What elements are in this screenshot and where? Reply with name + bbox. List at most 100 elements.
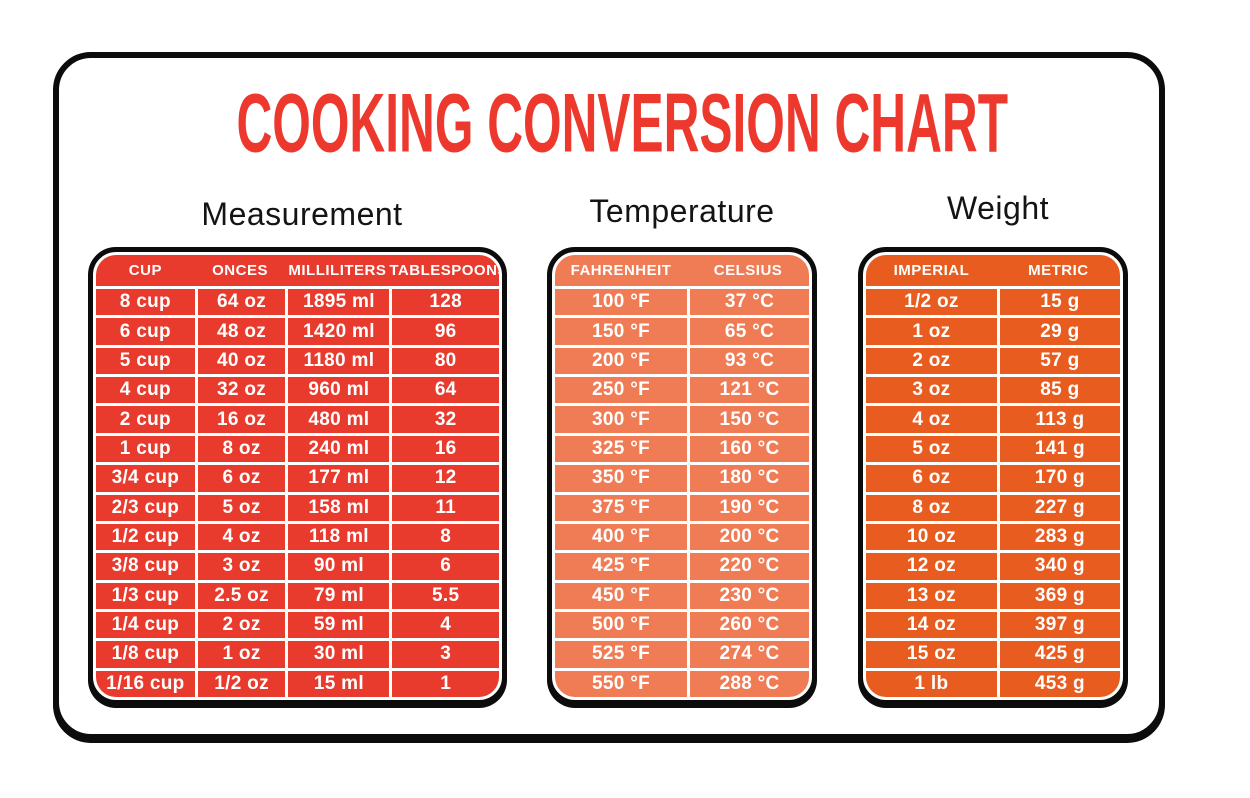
table-cell: 79 ml <box>285 582 389 609</box>
table-row: 525 °F 274 °C <box>555 638 809 668</box>
table-cell: 8 oz <box>194 435 286 463</box>
table-cell: 121 °C <box>687 377 809 404</box>
table-cell: 64 <box>389 377 499 404</box>
weight-table: IMPERIAL METRIC 1/2 oz 15 g 1 oz 29 g 2 oz 57 … <box>858 247 1128 705</box>
table-cell: 65 °C <box>687 318 809 345</box>
table-row: 10 oz 283 g <box>866 520 1120 551</box>
table-cell: 170 g <box>996 465 1120 492</box>
table-row: 2/3 cup 5 oz 158 ml 11 <box>96 491 499 521</box>
table-cell: 16 <box>389 435 499 463</box>
section-heading-temperature: Temperature <box>589 193 775 229</box>
table-cell: 128 <box>389 289 499 316</box>
table-row: 4 oz 113 g <box>866 403 1120 433</box>
table-row: 3 oz 85 g <box>866 374 1120 404</box>
table-cell: 1/2 cup <box>111 526 180 548</box>
table-cell: 29 g <box>996 318 1120 345</box>
table-row: 12 oz 340 g <box>866 550 1120 580</box>
table-row: 1/3 cup 2.5 oz 79 ml 5.5 <box>96 579 499 609</box>
section-heading-measurement: Measurement <box>201 196 403 232</box>
table-row: 300 °F 150 °C <box>555 403 809 433</box>
table-row: 14 oz 397 g <box>866 608 1120 639</box>
table-row: 1/8 cup 1 oz 30 ml 3 <box>96 638 499 668</box>
table-cell: 8 cup <box>119 291 171 313</box>
table-cell: 96 <box>389 318 499 345</box>
table-cell: 397 g <box>996 611 1120 639</box>
table-cell: 274 °C <box>687 641 809 668</box>
table-cell: 1/8 cup <box>111 643 180 665</box>
table-cell: 1 lb <box>914 672 949 694</box>
table-cell: 4 cup <box>119 379 171 401</box>
table-row: 5 oz 141 g <box>866 432 1120 463</box>
table-row: 1 oz 29 g <box>866 315 1120 345</box>
table-row: 550 °F 288 °C <box>555 667 809 697</box>
page-title: COOKING CONVERSION CHART <box>236 76 1009 170</box>
table-cell: 12 <box>389 465 499 492</box>
table-cell: 8 oz <box>912 496 951 518</box>
table-cell: 5 oz <box>194 494 286 521</box>
temperature-table-header: FAHRENHEIT CELSIUS <box>555 255 809 286</box>
table-row: 450 °F 230 °C <box>555 579 809 609</box>
table-cell: 220 °C <box>687 553 809 580</box>
table-cell: 260 °C <box>687 611 809 639</box>
table-cell: 15 g <box>996 289 1120 316</box>
temperature-table-fill: FAHRENHEIT CELSIUS 100 °F 37 °C 150 °F 65 °C… <box>555 255 809 697</box>
table-cell: 150 °F <box>592 320 651 342</box>
table-cell: 2/3 cup <box>111 496 180 518</box>
table-cell: 93 °C <box>687 347 809 375</box>
table-cell: 283 g <box>996 523 1120 551</box>
table-cell: 4 oz <box>194 523 286 551</box>
table-row: 2 cup 16 oz 480 ml 32 <box>96 403 499 433</box>
table-cell: 500 °F <box>592 614 651 636</box>
table-cell: 4 <box>389 611 499 639</box>
table-cell: 48 oz <box>194 318 286 345</box>
table-cell: 6 <box>389 553 499 580</box>
table-row: 1/4 cup 2 oz 59 ml 4 <box>96 608 499 639</box>
table-cell: 13 oz <box>906 584 956 606</box>
table-cell: 11 <box>389 494 499 521</box>
table-cell: 550 °F <box>592 672 651 694</box>
table-row: 4 cup 32 oz 960 ml 64 <box>96 374 499 404</box>
table-row: 100 °F 37 °C <box>555 286 809 316</box>
temperature-table: FAHRENHEIT CELSIUS 100 °F 37 °C 150 °F 65 °C… <box>547 247 817 705</box>
table-cell: 1895 ml <box>285 289 389 316</box>
table-row: 1 cup 8 oz 240 ml 16 <box>96 432 499 463</box>
table-cell: 2 oz <box>194 611 286 639</box>
page-title-wrap: COOKING CONVERSION CHART <box>0 76 1240 170</box>
table-cell: 300 °F <box>592 408 651 430</box>
measurement-table: CUP ONCES MILLILITERS TABLESPOONS 8 cup 64 o… <box>88 247 507 705</box>
weight-table-header: IMPERIAL METRIC <box>866 255 1120 286</box>
table-cell: 141 g <box>996 435 1120 463</box>
table-cell: 150 °C <box>687 406 809 433</box>
table-row: 2 oz 57 g <box>866 344 1120 375</box>
table-cell: 3 oz <box>912 379 951 401</box>
measurement-table-header: CUP ONCES MILLILITERS TABLESPOONS <box>96 255 499 286</box>
table-cell: 15 ml <box>285 670 389 697</box>
table-cell: 32 oz <box>194 377 286 404</box>
table-cell: 350 °F <box>592 467 651 489</box>
table-cell: 118 ml <box>285 523 389 551</box>
table-cell: 200 °C <box>687 523 809 551</box>
table-cell: 1180 ml <box>285 347 389 375</box>
table-cell: 177 ml <box>285 465 389 492</box>
weight-table-body: 1/2 oz 15 g 1 oz 29 g 2 oz 57 g 3 oz 85 g 4 oz 11… <box>866 286 1120 697</box>
table-cell: 100 °F <box>592 291 651 313</box>
table-row: 1 lb 453 g <box>866 667 1120 697</box>
column-header: ONCES <box>212 262 268 279</box>
table-cell: 64 oz <box>194 289 286 316</box>
table-row: 325 °F 160 °C <box>555 432 809 463</box>
table-cell: 1/2 oz <box>904 291 959 313</box>
table-cell: 1/2 oz <box>194 670 286 697</box>
table-row: 350 °F 180 °C <box>555 462 809 492</box>
column-header: FAHRENHEIT <box>570 262 672 279</box>
column-header: CELSIUS <box>713 262 783 279</box>
column-header: MILLILITERS <box>288 262 387 279</box>
table-cell: 80 <box>389 347 499 375</box>
measurement-table-fill: CUP ONCES MILLILITERS TABLESPOONS 8 cup 64 o… <box>96 255 499 697</box>
table-cell: 400 °F <box>592 526 651 548</box>
table-row: 375 °F 190 °C <box>555 491 809 521</box>
table-cell: 4 oz <box>912 408 951 430</box>
table-cell: 369 g <box>996 582 1120 609</box>
table-cell: 1 oz <box>194 641 286 668</box>
table-cell: 450 °F <box>592 584 651 606</box>
column-header: TABLESPOONS <box>389 262 499 279</box>
